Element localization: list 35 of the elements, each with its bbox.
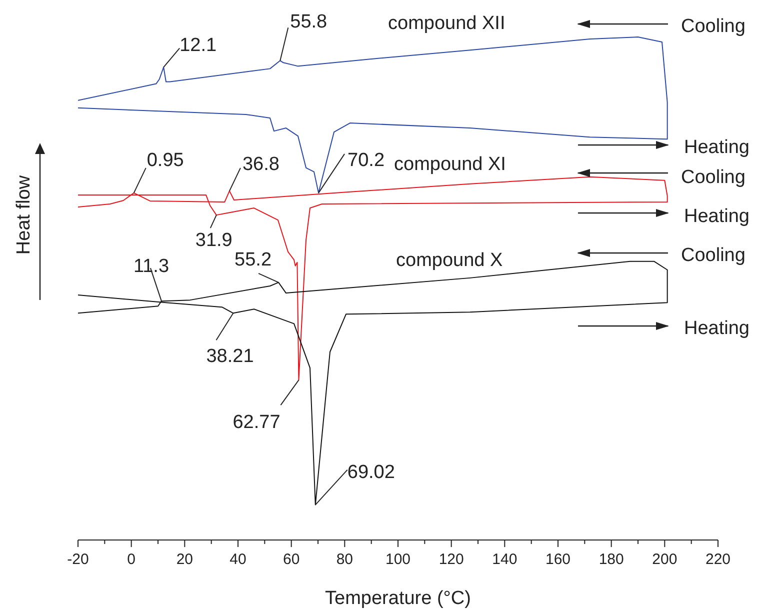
annotation: 12.1 [180,35,217,56]
x-tick-label: 220 [705,551,731,568]
x-tick-label: -20 [67,551,89,568]
x-tick-label: 200 [652,551,678,568]
x-tick-label: 100 [385,551,411,568]
annotation: Heating [684,206,750,227]
y-axis-title: Heat flow [14,175,34,255]
annotation: 70.2 [348,150,385,171]
annotation: 0.95 [146,150,184,171]
annotation: 38.21 [206,346,254,368]
annotation: Cooling [681,245,746,266]
annotation: 31.9 [195,230,232,252]
annotation: 55.8 [290,12,328,33]
series-label: compound X [396,250,504,271]
x-tick-label: 80 [336,551,354,568]
annotation: Heating [684,137,750,158]
series-label: compound XII [388,13,506,34]
annotation: 69.02 [347,462,395,483]
x-tick-label: 20 [176,551,194,568]
x-tick-label: 60 [282,551,300,568]
x-tick-label: 140 [492,551,518,568]
x-tick-label: 160 [545,551,571,568]
x-tick-label: 40 [230,551,246,568]
annotation: Heating [684,318,750,339]
text: Cooling [681,16,746,37]
x-tick-label: 0 [127,551,136,568]
x-axis-title: Temperature (°C) [325,588,471,609]
annotation: 36.8 [242,154,280,175]
annotation: Cooling [681,167,746,188]
x-tick-label: 180 [598,551,624,568]
x-tick-label: 120 [438,551,464,568]
annotation: 11.3 [133,256,170,278]
series-label: compound XI [394,154,506,175]
annotation: 55.2 [234,249,272,270]
annotation: 62.77 [232,412,280,434]
